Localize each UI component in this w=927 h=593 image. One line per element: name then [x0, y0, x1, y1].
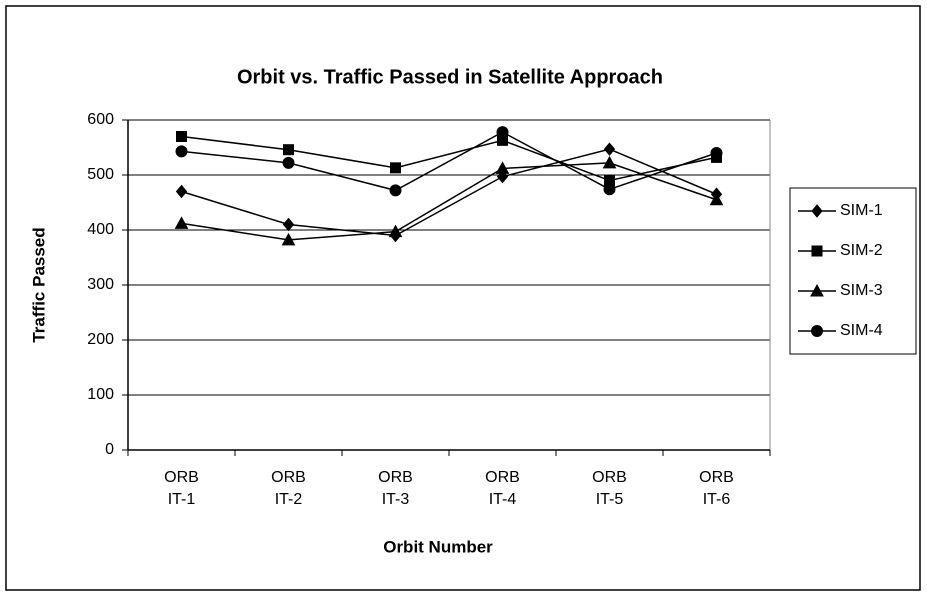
x-tick-label: ORB IT-3	[378, 469, 413, 508]
x-tick-label: ORB IT-2	[271, 469, 306, 508]
marker	[282, 217, 295, 232]
x-tick-label: ORB IT-5	[592, 469, 627, 508]
series-line	[181, 131, 717, 192]
legend-label: SIM-3	[840, 282, 883, 299]
legend-label: SIM-2	[840, 242, 883, 259]
marker	[495, 161, 510, 174]
marker	[811, 325, 823, 337]
marker	[283, 144, 294, 156]
marker	[602, 155, 617, 169]
marker	[811, 245, 823, 257]
marker	[603, 183, 616, 196]
x-axis-title: Orbit Number	[383, 537, 493, 556]
x-tick-label: ORB IT-4	[485, 469, 520, 508]
series-line	[181, 162, 717, 241]
series-line	[181, 148, 717, 237]
marker	[810, 283, 824, 297]
marker	[811, 204, 823, 218]
x-tick-label: ORB IT-1	[164, 469, 199, 508]
marker	[496, 126, 509, 139]
x-tick-label: ORB IT-6	[699, 469, 734, 508]
series-line	[181, 135, 717, 182]
y-tick-label: 200	[87, 331, 114, 348]
marker	[176, 131, 187, 142]
y-tick-label: 500	[87, 166, 114, 183]
chart-title: Orbit vs. Traffic Passed in Satellite Ap…	[237, 66, 663, 88]
y-tick-label: 0	[105, 441, 114, 458]
marker	[709, 192, 724, 206]
y-tick-label: 600	[87, 111, 114, 128]
marker	[175, 145, 188, 158]
y-axis-title: Traffic Passed	[29, 227, 48, 342]
marker	[175, 184, 188, 199]
y-tick-label: 300	[87, 276, 114, 293]
chart-frame	[5, 5, 921, 591]
marker	[388, 224, 403, 238]
marker	[174, 216, 189, 229]
legend-label: SIM-1	[840, 202, 883, 219]
marker	[390, 162, 401, 174]
marker	[710, 147, 723, 159]
marker	[281, 232, 296, 246]
y-tick-label: 100	[87, 386, 114, 403]
marker	[389, 184, 402, 197]
marker	[603, 142, 616, 156]
legend-box	[789, 187, 917, 355]
marker	[282, 156, 295, 169]
legend-label: SIM-4	[840, 322, 883, 339]
y-tick-label: 400	[87, 221, 114, 238]
